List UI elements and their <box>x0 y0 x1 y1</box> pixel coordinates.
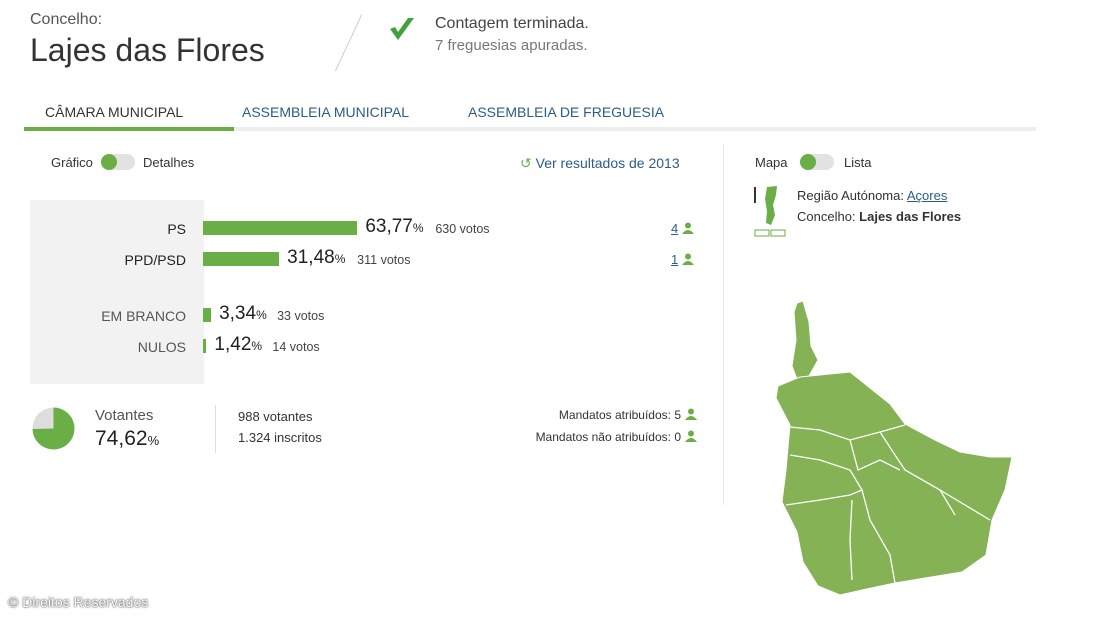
column-divider <box>723 145 724 505</box>
checkmark-icon <box>390 18 414 40</box>
status-subtitle: 7 freguesias apuradas. <box>435 37 588 54</box>
map-island-body[interactable] <box>775 371 1013 596</box>
region-label: Região Autónoma: <box>797 188 904 203</box>
tab-camara-municipal[interactable]: CÂMARA MUNICIPAL <box>45 104 184 120</box>
detalhes-label: Detalhes <box>143 155 195 170</box>
tab-assembleia-municipal[interactable]: ASSEMBLEIA MUNICIPAL <box>242 104 410 120</box>
parish-borders <box>785 424 991 584</box>
concelho-line: Concelho: Lajes das Flores <box>797 209 961 224</box>
result-votes: 33 votos <box>277 309 325 323</box>
turnout-divider <box>215 405 216 453</box>
map-region-north[interactable] <box>791 300 819 380</box>
result-percent: 63,77% <box>365 216 423 238</box>
active-tab-indicator <box>24 127 234 131</box>
result-votes: 630 votos <box>435 222 490 236</box>
history-link[interactable]: ↺ Ver resultados de 2013 <box>520 155 680 172</box>
party-label: EM BRANCO <box>101 308 186 324</box>
percent-value: 31,48 <box>287 247 335 268</box>
result-percent: 31,48% <box>287 247 345 269</box>
tabs-underline <box>24 127 1036 131</box>
result-bar <box>203 308 212 322</box>
history-link-text: Ver resultados de 2013 <box>535 155 680 171</box>
result-percent: 1,42% <box>214 334 262 356</box>
turnout-label: Votantes <box>95 407 154 424</box>
mandates-count[interactable]: 4 <box>671 221 695 236</box>
copyright-footer: © Direitos Reservados <box>8 594 149 610</box>
result-bar <box>203 339 207 353</box>
mandates-link[interactable]: 1 <box>671 252 679 267</box>
voters-count: 988 votantes <box>238 409 313 424</box>
mandates-count[interactable]: 1 <box>671 252 695 267</box>
view-toggle[interactable] <box>101 154 135 170</box>
concelho-line-value: Lajes das Flores <box>859 209 962 224</box>
party-label: NULOS <box>137 339 186 355</box>
person-icon <box>685 430 697 442</box>
person-icon <box>682 253 695 265</box>
result-percent: 3,34% <box>219 303 267 325</box>
region-link[interactable]: Açores <box>906 188 948 203</box>
result-bar <box>203 221 358 235</box>
percent-sign: % <box>251 339 263 353</box>
map-toggle[interactable] <box>800 154 834 170</box>
mandates-assigned-text: Mandatos atribuídos: 5 <box>558 408 681 422</box>
lista-label: Lista <box>844 155 872 170</box>
person-icon <box>682 222 695 234</box>
percent-value: 1,42 <box>214 334 252 355</box>
region-line: Região Autónoma: Açores <box>797 188 947 203</box>
party-label: PPD/PSD <box>124 252 186 268</box>
percent-sign: % <box>334 252 346 266</box>
result-votes: 14 votos <box>272 340 320 354</box>
mandates-unassigned-text: Mandatos não atribuídos: 0 <box>535 430 681 444</box>
tab-assembleia-freguesia[interactable]: ASSEMBLEIA DE FREGUESIA <box>468 104 665 120</box>
party-label: PS <box>167 221 186 237</box>
mandates-assigned: Mandatos atribuídos: 5 <box>559 408 697 422</box>
divider <box>334 14 363 72</box>
mapa-label: Mapa <box>755 155 788 170</box>
turnout-pie <box>32 407 75 450</box>
result-bar <box>203 252 280 266</box>
island-map[interactable] <box>770 295 1020 600</box>
result-votes: 311 votos <box>357 253 411 267</box>
turnout-value: 74,62 <box>95 427 148 450</box>
percent-value: 63,77 <box>365 216 413 237</box>
concelho-label: Concelho: <box>30 11 103 28</box>
turnout-percent: 74,62% <box>95 427 159 451</box>
percent-sign: % <box>147 433 160 448</box>
person-icon <box>685 408 697 420</box>
page-title: Lajes das Flores <box>30 32 265 68</box>
registered-count: 1.324 inscritos <box>238 430 322 445</box>
mandates-link[interactable]: 4 <box>671 221 679 236</box>
grafico-label: Gráfico <box>51 155 93 170</box>
status-title: Contagem terminada. <box>435 15 589 32</box>
percent-sign: % <box>412 221 424 235</box>
mandates-unassigned: Mandatos não atribuídos: 0 <box>536 430 697 444</box>
concelho-line-label: Concelho: <box>797 209 856 224</box>
percent-sign: % <box>256 308 267 322</box>
percent-value: 3,34 <box>219 303 257 324</box>
portugal-minimap-icon[interactable] <box>753 185 789 237</box>
labels-panel <box>30 200 204 384</box>
history-icon: ↺ <box>520 155 532 171</box>
